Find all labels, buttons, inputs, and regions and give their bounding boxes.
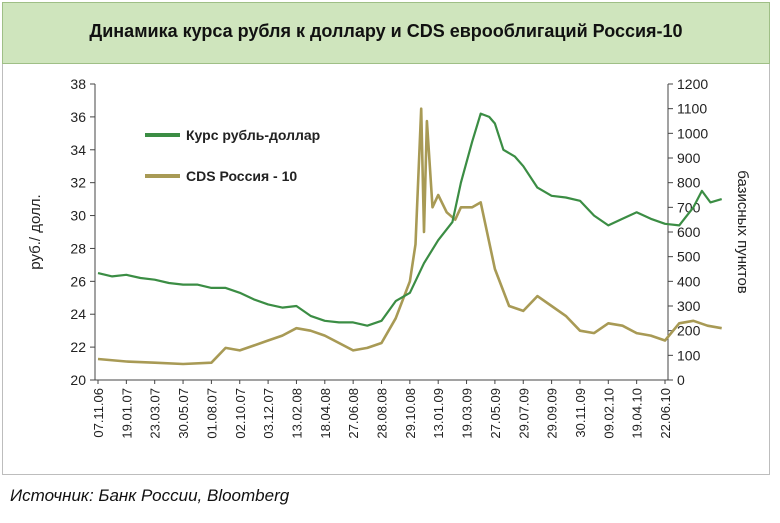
- legend-label-cds: CDS Россия - 10: [186, 168, 297, 184]
- source-note: Источник: Банк России, Bloomberg: [10, 486, 290, 505]
- chart-svg: 2022242628303234363801002003004005006007…: [27, 76, 751, 439]
- left-tick-label: 28: [70, 240, 86, 256]
- x-tick-label: 13.02.08: [289, 388, 304, 439]
- chart-panel: [2, 64, 770, 475]
- x-tick-label: 19.01.07: [119, 388, 134, 439]
- x-tick-label: 19.04.10: [630, 388, 645, 439]
- left-tick-label: 26: [70, 273, 86, 289]
- right-tick-label: 200: [677, 323, 701, 339]
- right-tick-label: 1100: [677, 101, 707, 117]
- right-tick-label: 0: [677, 372, 685, 388]
- series-line-usd: [97, 112, 723, 327]
- x-tick-label: 18.04.08: [318, 388, 333, 439]
- x-tick-label: 09.02.10: [601, 388, 616, 439]
- x-tick-label: 29.09.09: [545, 388, 560, 439]
- x-tick-label: 02.10.07: [233, 388, 248, 439]
- x-tick-label: 01.08.07: [204, 388, 219, 439]
- left-tick-label: 22: [70, 339, 86, 355]
- x-tick-label: 22.06.10: [658, 388, 673, 439]
- x-tick-label: 13.01.09: [431, 388, 446, 439]
- right-tick-label: 1200: [677, 76, 708, 92]
- x-tick-label: 29.10.08: [403, 388, 418, 439]
- left-tick-label: 34: [70, 142, 86, 158]
- x-tick-label: 29.07.09: [516, 388, 531, 439]
- right-tick-label: 1000: [677, 125, 708, 141]
- series-line-cds: [97, 107, 722, 366]
- left-tick-label: 38: [70, 76, 86, 92]
- x-tick-label: 03.12.07: [261, 388, 276, 439]
- x-tick-label: 28.08.08: [375, 388, 390, 439]
- y-axis-label-left: руб./ долл.: [27, 194, 44, 269]
- x-tick-label: 27.05.09: [488, 388, 503, 439]
- right-tick-label: 800: [677, 175, 701, 191]
- x-tick-label: 23.03.07: [148, 388, 163, 439]
- right-tick-label: 300: [677, 298, 701, 314]
- left-tick-label: 30: [70, 208, 86, 224]
- right-tick-label: 900: [677, 150, 701, 166]
- right-tick-label: 500: [677, 249, 701, 265]
- chart-title: Динамика курса рубля к доллару и CDS евр…: [89, 21, 683, 41]
- right-tick-label: 400: [677, 273, 701, 289]
- title-banner: Динамика курса рубля к доллару и CDS евр…: [2, 2, 770, 64]
- x-tick-label: 19.03.09: [460, 388, 475, 439]
- x-tick-label: 30.05.07: [176, 388, 191, 439]
- y-axis-label-right: базисных пунктов: [734, 170, 751, 294]
- right-tick-label: 600: [677, 224, 701, 240]
- left-tick-label: 24: [70, 306, 86, 322]
- right-tick-label: 100: [677, 347, 701, 363]
- x-tick-label: 07.11.06: [91, 388, 106, 438]
- x-tick-label: 30.11.09: [573, 388, 588, 438]
- left-tick-label: 32: [70, 175, 86, 191]
- legend-label-usd: Курс рубль-доллар: [186, 127, 320, 143]
- x-tick-label: 27.06.08: [346, 388, 361, 439]
- left-tick-label: 36: [70, 109, 86, 125]
- left-tick-label: 20: [70, 372, 86, 388]
